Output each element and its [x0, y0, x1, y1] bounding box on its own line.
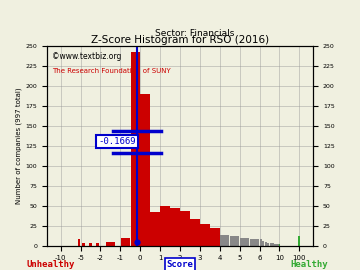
- Bar: [140, 94, 150, 246]
- Bar: [160, 206, 170, 246]
- Bar: [131, 52, 140, 246]
- Text: ©www.textbiz.org: ©www.textbiz.org: [52, 52, 122, 61]
- Bar: [82, 243, 85, 246]
- Title: Z-Score Histogram for RSO (2016): Z-Score Histogram for RSO (2016): [91, 35, 269, 45]
- Bar: [274, 244, 277, 246]
- Bar: [180, 211, 190, 246]
- Bar: [267, 242, 269, 246]
- Bar: [78, 239, 80, 246]
- Text: -0.1669: -0.1669: [98, 137, 136, 146]
- Bar: [106, 242, 115, 246]
- Bar: [298, 236, 300, 246]
- Text: The Research Foundation of SUNY: The Research Foundation of SUNY: [52, 68, 171, 74]
- Text: Healthy: Healthy: [291, 260, 328, 269]
- Bar: [270, 243, 272, 246]
- Bar: [262, 241, 265, 246]
- Bar: [170, 208, 180, 246]
- Bar: [150, 212, 160, 246]
- Bar: [277, 244, 279, 246]
- Bar: [96, 242, 99, 246]
- Bar: [265, 242, 267, 246]
- Bar: [250, 239, 259, 246]
- Text: Score: Score: [167, 260, 193, 269]
- Bar: [220, 235, 229, 246]
- Bar: [190, 219, 200, 246]
- Bar: [272, 243, 274, 246]
- Text: Unhealthy: Unhealthy: [26, 260, 75, 269]
- Bar: [210, 228, 220, 246]
- Text: Sector: Financials: Sector: Financials: [155, 29, 234, 38]
- Bar: [200, 224, 210, 246]
- Bar: [230, 236, 239, 246]
- Y-axis label: Number of companies (997 total): Number of companies (997 total): [16, 87, 22, 204]
- Bar: [121, 238, 130, 246]
- Bar: [260, 239, 262, 246]
- Bar: [240, 238, 249, 246]
- Bar: [89, 243, 92, 246]
